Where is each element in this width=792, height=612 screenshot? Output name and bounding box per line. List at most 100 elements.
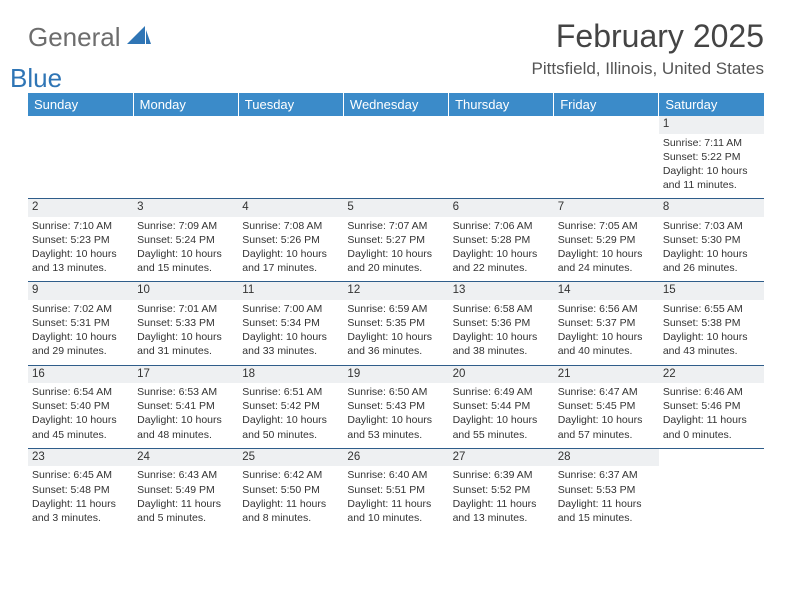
day-detail-sunset: Sunset: 5:29 PM [558,233,655,247]
day-detail-sunset: Sunset: 5:28 PM [453,233,550,247]
day-detail-day1: Daylight: 10 hours [347,413,444,427]
day-detail-sunset: Sunset: 5:33 PM [137,316,234,330]
day-detail-day2: and 13 minutes. [453,511,550,525]
calendar-day-cell: 13Sunrise: 6:58 AMSunset: 5:36 PMDayligh… [449,282,554,365]
calendar-day-cell: 12Sunrise: 6:59 AMSunset: 5:35 PMDayligh… [343,282,448,365]
day-detail-day2: and 24 minutes. [558,261,655,275]
day-detail-day1: Daylight: 10 hours [242,413,339,427]
day-detail-day2: and 50 minutes. [242,428,339,442]
day-detail-day1: Daylight: 10 hours [137,330,234,344]
calendar-day-cell: 10Sunrise: 7:01 AMSunset: 5:33 PMDayligh… [133,282,238,365]
calendar-day-cell: 11Sunrise: 7:00 AMSunset: 5:34 PMDayligh… [238,282,343,365]
day-detail-day2: and 20 minutes. [347,261,444,275]
day-detail-day2: and 8 minutes. [242,511,339,525]
day-detail-sunrise: Sunrise: 6:58 AM [453,302,550,316]
calendar-empty-cell [343,116,448,199]
calendar-day-cell: 23Sunrise: 6:45 AMSunset: 5:48 PMDayligh… [28,448,133,531]
day-detail-day2: and 38 minutes. [453,344,550,358]
day-detail-sunrise: Sunrise: 7:03 AM [663,219,760,233]
day-number: 11 [238,282,343,300]
day-detail-sunrise: Sunrise: 6:46 AM [663,385,760,399]
day-detail-day1: Daylight: 10 hours [558,330,655,344]
calendar-day-cell: 26Sunrise: 6:40 AMSunset: 5:51 PMDayligh… [343,448,448,531]
day-detail-sunrise: Sunrise: 6:51 AM [242,385,339,399]
calendar-day-cell: 21Sunrise: 6:47 AMSunset: 5:45 PMDayligh… [554,365,659,448]
calendar-week-row: 23Sunrise: 6:45 AMSunset: 5:48 PMDayligh… [28,448,764,531]
day-detail-day2: and 0 minutes. [663,428,760,442]
day-detail-day2: and 57 minutes. [558,428,655,442]
day-detail-sunset: Sunset: 5:36 PM [453,316,550,330]
title-block: February 2025 Pittsfield, Illinois, Unit… [532,18,764,79]
day-of-week-header: Friday [554,93,659,116]
calendar-day-cell: 8 Sunrise: 7:03 AMSunset: 5:30 PMDaylight… [659,199,764,282]
day-detail-sunrise: Sunrise: 7:02 AM [32,302,129,316]
calendar-empty-cell [133,116,238,199]
day-detail-sunrise: Sunrise: 6:59 AM [347,302,444,316]
day-number: 5 [343,199,448,217]
day-detail-day2: and 10 minutes. [347,511,444,525]
day-detail-day2: and 13 minutes. [32,261,129,275]
calendar-week-row: 1Sunrise: 7:11 AMSunset: 5:22 PMDaylight… [28,116,764,199]
day-detail-day2: and 33 minutes. [242,344,339,358]
calendar-day-cell: 7Sunrise: 7:05 AMSunset: 5:29 PMDaylight… [554,199,659,282]
day-detail-sunrise: Sunrise: 6:56 AM [558,302,655,316]
day-detail-day1: Daylight: 10 hours [32,330,129,344]
day-of-week-header: Thursday [449,93,554,116]
calendar-day-cell: 17Sunrise: 6:53 AMSunset: 5:41 PMDayligh… [133,365,238,448]
day-detail-day2: and 22 minutes. [453,261,550,275]
day-detail-sunset: Sunset: 5:23 PM [32,233,129,247]
day-detail-sunrise: Sunrise: 6:50 AM [347,385,444,399]
day-detail-sunset: Sunset: 5:22 PM [663,150,760,164]
page-header: General Blue February 2025 Pittsfield, I… [28,18,764,79]
day-of-week-header: Sunday [28,93,133,116]
day-number: 8 [659,199,764,217]
calendar-week-row: 2Sunrise: 7:10 AMSunset: 5:23 PMDaylight… [28,199,764,282]
calendar-week-row: 16Sunrise: 6:54 AMSunset: 5:40 PMDayligh… [28,365,764,448]
day-number: 14 [554,282,659,300]
day-detail-day1: Daylight: 10 hours [137,413,234,427]
day-detail-sunset: Sunset: 5:34 PM [242,316,339,330]
day-detail-day1: Daylight: 11 hours [663,413,760,427]
day-detail-day2: and 43 minutes. [663,344,760,358]
calendar-day-cell: 20Sunrise: 6:49 AMSunset: 5:44 PMDayligh… [449,365,554,448]
calendar-empty-cell [449,116,554,199]
day-detail-sunset: Sunset: 5:46 PM [663,399,760,413]
day-detail-day1: Daylight: 10 hours [558,413,655,427]
logo-text-block: General Blue [28,24,151,78]
calendar-day-cell: 19Sunrise: 6:50 AMSunset: 5:43 PMDayligh… [343,365,448,448]
day-detail-sunrise: Sunrise: 6:55 AM [663,302,760,316]
day-detail-sunset: Sunset: 5:40 PM [32,399,129,413]
day-detail-sunset: Sunset: 5:30 PM [663,233,760,247]
day-detail-sunrise: Sunrise: 6:47 AM [558,385,655,399]
day-detail-sunrise: Sunrise: 7:00 AM [242,302,339,316]
day-of-week-header-row: SundayMondayTuesdayWednesdayThursdayFrid… [28,93,764,116]
location-subtitle: Pittsfield, Illinois, United States [532,59,764,79]
calendar-day-cell: 2Sunrise: 7:10 AMSunset: 5:23 PMDaylight… [28,199,133,282]
day-number: 24 [133,449,238,467]
day-number: 21 [554,366,659,384]
calendar-day-cell: 24Sunrise: 6:43 AMSunset: 5:49 PMDayligh… [133,448,238,531]
calendar-day-cell: 4Sunrise: 7:08 AMSunset: 5:26 PMDaylight… [238,199,343,282]
day-number: 16 [28,366,133,384]
day-of-week-header: Monday [133,93,238,116]
calendar-empty-cell [554,116,659,199]
calendar-day-cell: 25Sunrise: 6:42 AMSunset: 5:50 PMDayligh… [238,448,343,531]
logo-word-blue: Blue [10,63,62,93]
sail-icon [127,31,151,48]
day-detail-sunrise: Sunrise: 6:49 AM [453,385,550,399]
day-detail-sunrise: Sunrise: 7:08 AM [242,219,339,233]
day-detail-day1: Daylight: 10 hours [137,247,234,261]
calendar-day-cell: 16Sunrise: 6:54 AMSunset: 5:40 PMDayligh… [28,365,133,448]
day-detail-sunset: Sunset: 5:52 PM [453,483,550,497]
day-number: 15 [659,282,764,300]
calendar-day-cell: 5Sunrise: 7:07 AMSunset: 5:27 PMDaylight… [343,199,448,282]
day-detail-day1: Daylight: 10 hours [663,247,760,261]
day-detail-day2: and 17 minutes. [242,261,339,275]
day-detail-day1: Daylight: 11 hours [347,497,444,511]
day-number: 26 [343,449,448,467]
calendar-day-cell: 18Sunrise: 6:51 AMSunset: 5:42 PMDayligh… [238,365,343,448]
calendar-table: SundayMondayTuesdayWednesdayThursdayFrid… [28,93,764,531]
day-detail-sunset: Sunset: 5:35 PM [347,316,444,330]
day-detail-day1: Daylight: 11 hours [558,497,655,511]
day-detail-sunrise: Sunrise: 7:05 AM [558,219,655,233]
